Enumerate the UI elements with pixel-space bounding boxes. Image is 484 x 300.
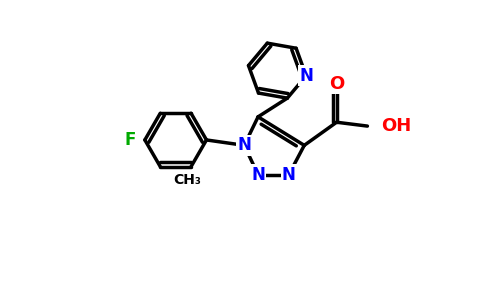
Text: N: N [251,166,265,184]
Text: N: N [237,136,251,154]
Text: O: O [329,75,344,93]
Text: N: N [282,166,296,184]
Text: CH₃: CH₃ [173,173,201,188]
Text: N: N [299,67,313,85]
Text: OH: OH [381,117,411,135]
Text: F: F [124,131,136,149]
